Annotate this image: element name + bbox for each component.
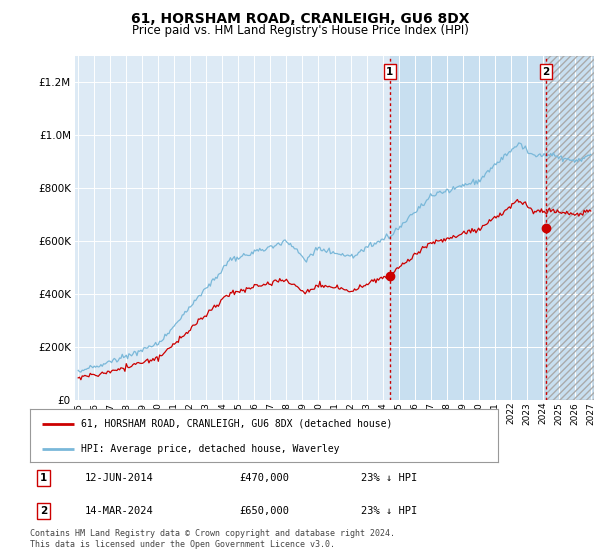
Text: £650,000: £650,000 <box>240 506 290 516</box>
Text: 61, HORSHAM ROAD, CRANLEIGH, GU6 8DX: 61, HORSHAM ROAD, CRANLEIGH, GU6 8DX <box>131 12 469 26</box>
Text: 23% ↓ HPI: 23% ↓ HPI <box>361 506 418 516</box>
Text: Contains HM Land Registry data © Crown copyright and database right 2024.
This d: Contains HM Land Registry data © Crown c… <box>30 529 395 549</box>
Text: Price paid vs. HM Land Registry's House Price Index (HPI): Price paid vs. HM Land Registry's House … <box>131 24 469 36</box>
Text: £470,000: £470,000 <box>240 473 290 483</box>
Text: 2: 2 <box>40 506 47 516</box>
Text: 23% ↓ HPI: 23% ↓ HPI <box>361 473 418 483</box>
Text: HPI: Average price, detached house, Waverley: HPI: Average price, detached house, Wave… <box>82 444 340 454</box>
Text: 1: 1 <box>40 473 47 483</box>
Text: 61, HORSHAM ROAD, CRANLEIGH, GU6 8DX (detached house): 61, HORSHAM ROAD, CRANLEIGH, GU6 8DX (de… <box>82 419 393 429</box>
Bar <box>390 56 594 400</box>
Text: 14-MAR-2024: 14-MAR-2024 <box>85 506 154 516</box>
Text: 2: 2 <box>542 67 550 77</box>
Text: 1: 1 <box>386 67 394 77</box>
Text: 12-JUN-2014: 12-JUN-2014 <box>85 473 154 483</box>
